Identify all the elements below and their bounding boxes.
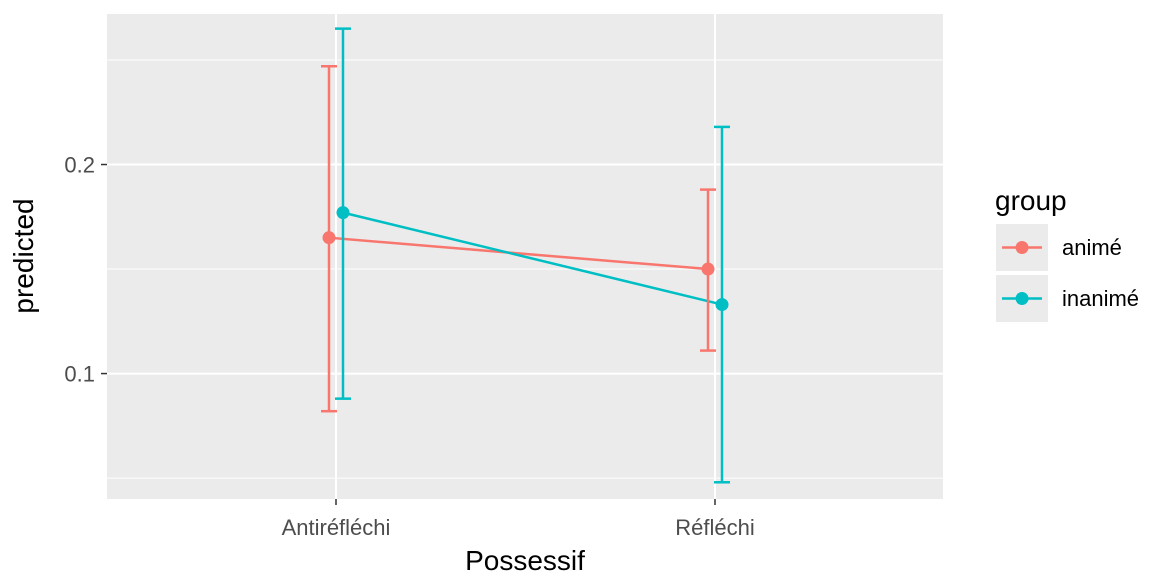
x-tick-label: Réfléchi (675, 515, 754, 540)
legend-label: animé (1062, 235, 1122, 260)
series-line-1 (342, 211, 723, 306)
data-point (336, 206, 350, 220)
legend: group animé inanimé (995, 185, 1139, 322)
series-lines (328, 211, 723, 306)
y-axis-ticks: 0.1 0.2 (64, 153, 107, 387)
y-tick-label: 0.1 (64, 362, 95, 387)
data-point (715, 298, 729, 312)
x-axis-title: Possessif (465, 545, 585, 576)
series-line-0 (328, 236, 709, 271)
grid-major (107, 14, 943, 499)
data-point (701, 262, 715, 276)
x-axis-ticks: Antiréfléchi Réfléchi (282, 499, 755, 540)
grid-minor (107, 59, 943, 479)
legend-title: group (995, 185, 1067, 216)
legend-key-point (1015, 241, 1029, 254)
y-axis-title: predicted (8, 198, 39, 313)
legend-key-point (1015, 292, 1029, 305)
legend-label: inanimé (1062, 286, 1139, 311)
x-tick-label: Antiréfléchi (282, 515, 391, 540)
data-point (322, 231, 336, 245)
y-tick-label: 0.2 (64, 153, 95, 178)
data-points (322, 206, 729, 312)
